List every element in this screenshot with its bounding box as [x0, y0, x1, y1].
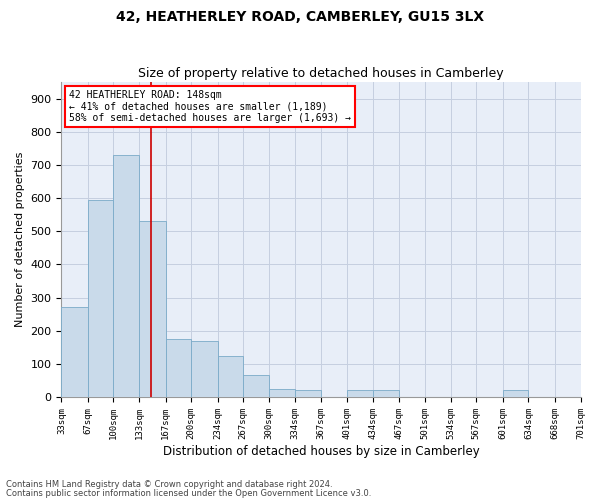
Bar: [243, 376, 269, 397]
Text: 42 HEATHERLEY ROAD: 148sqm
← 41% of detached houses are smaller (1,189)
58% of s: 42 HEATHERLEY ROAD: 148sqm ← 41% of deta…: [69, 90, 351, 123]
Bar: [113, 155, 139, 397]
Bar: [88, 200, 113, 397]
Title: Size of property relative to detached houses in Camberley: Size of property relative to detached ho…: [138, 66, 504, 80]
Bar: [166, 339, 191, 397]
Text: Contains public sector information licensed under the Open Government Licence v3: Contains public sector information licen…: [6, 488, 371, 498]
Y-axis label: Number of detached properties: Number of detached properties: [15, 152, 25, 327]
Bar: [218, 356, 243, 397]
Text: 42, HEATHERLEY ROAD, CAMBERLEY, GU15 3LX: 42, HEATHERLEY ROAD, CAMBERLEY, GU15 3LX: [116, 10, 484, 24]
Bar: [269, 388, 295, 397]
Bar: [191, 340, 218, 397]
X-axis label: Distribution of detached houses by size in Camberley: Distribution of detached houses by size …: [163, 444, 479, 458]
Bar: [347, 390, 373, 397]
Bar: [61, 308, 88, 397]
Bar: [373, 390, 398, 397]
Bar: [295, 390, 321, 397]
Bar: [139, 222, 166, 397]
Bar: [503, 390, 529, 397]
Text: Contains HM Land Registry data © Crown copyright and database right 2024.: Contains HM Land Registry data © Crown c…: [6, 480, 332, 489]
